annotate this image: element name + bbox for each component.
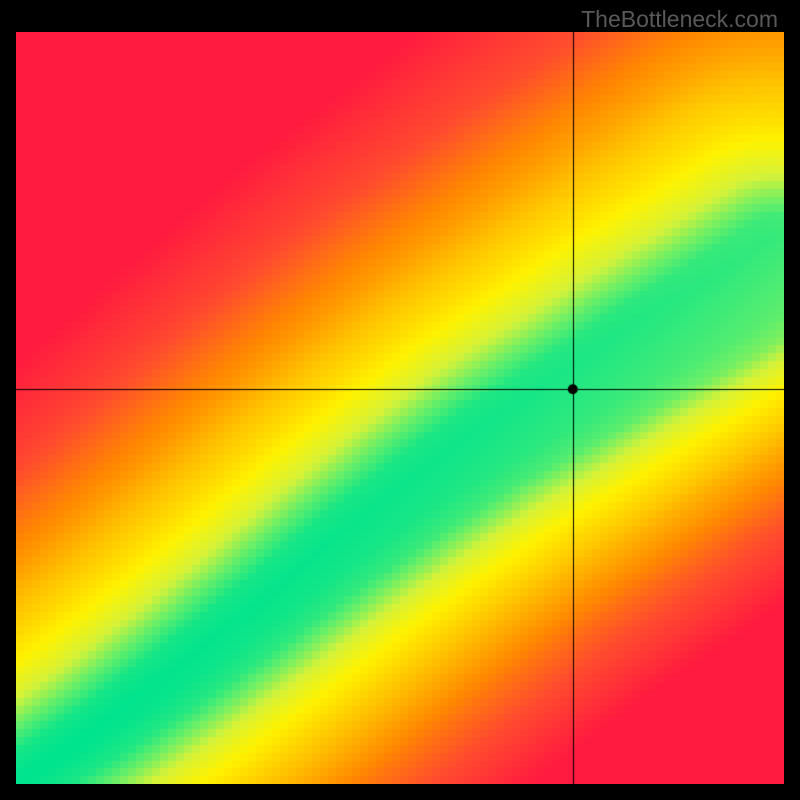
watermark-text: TheBottleneck.com (581, 6, 778, 33)
bottleneck-heatmap (16, 32, 784, 784)
chart-container: TheBottleneck.com (0, 0, 800, 800)
